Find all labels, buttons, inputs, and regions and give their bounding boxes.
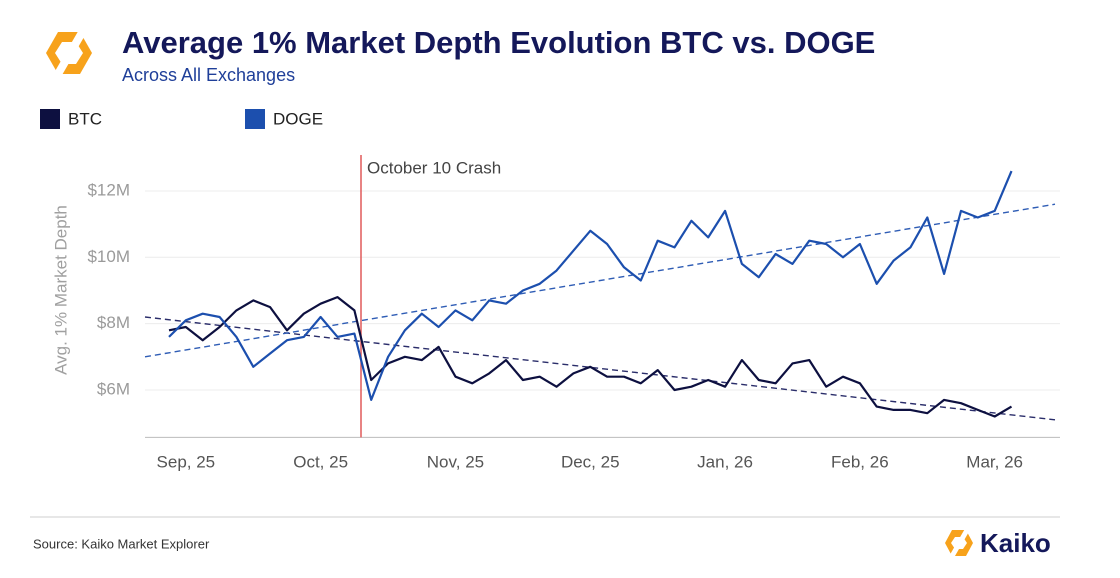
annotation-label: October 10 Crash — [367, 158, 501, 177]
chart-subtitle: Across All Exchanges — [122, 65, 295, 85]
legend-swatch — [245, 109, 265, 129]
brand-logo — [945, 527, 973, 560]
y-tick-label: $6M — [97, 379, 130, 398]
series-line — [168, 296, 1013, 418]
legend-label: BTC — [68, 109, 102, 128]
y-tick-label: $8M — [97, 313, 130, 332]
y-axis-label: Avg. 1% Market Depth — [51, 205, 70, 375]
x-tick-label: Jan, 26 — [697, 452, 753, 471]
legend-label: DOGE — [273, 109, 323, 128]
series-line — [168, 170, 1013, 401]
x-tick-label: Nov, 25 — [427, 452, 484, 471]
x-tick-label: Dec, 25 — [561, 452, 620, 471]
trend-line — [144, 203, 1056, 358]
x-tick-label: Mar, 26 — [966, 452, 1023, 471]
source: Source: Kaiko Market Explorer — [33, 536, 210, 551]
chart-title: Average 1% Market Depth Evolution BTC vs… — [122, 25, 875, 60]
x-tick-label: Feb, 26 — [831, 452, 889, 471]
logo — [46, 29, 92, 78]
y-tick-label: $12M — [87, 180, 130, 199]
trend-line — [144, 316, 1056, 421]
x-tick-label: Oct, 25 — [293, 452, 348, 471]
brand: Kaiko — [980, 528, 1051, 558]
x-tick-label: Sep, 25 — [157, 452, 216, 471]
legend-swatch — [40, 109, 60, 129]
y-tick-label: $10M — [87, 247, 130, 266]
